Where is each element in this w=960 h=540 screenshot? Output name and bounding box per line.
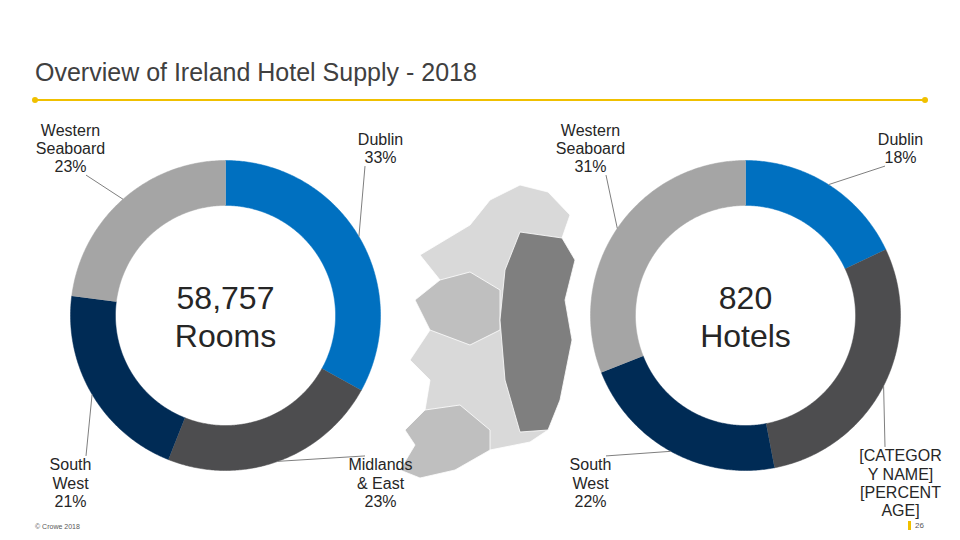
svg-text:58,757Rooms: 58,757Rooms [175, 280, 276, 354]
html-text:© Crowe 2018: © Crowe 2018 [35, 523, 80, 530]
svg-text:Dublin33%: Dublin33% [358, 131, 403, 166]
svg-text:Dublin18%: Dublin18% [878, 131, 923, 166]
svg-text:SouthWest22%: SouthWest22% [570, 456, 612, 510]
svg-text:SouthWest21%: SouthWest21% [50, 456, 92, 510]
svg-text:820Hotels: 820Hotels [700, 280, 791, 354]
svg-text:Midlands& East23%: Midlands& East23% [348, 456, 412, 510]
html-text:Overview of Ireland Hotel Supp: Overview of Ireland Hotel Supply - 2018 [35, 58, 477, 86]
svg-text:WesternSeaboard23%: WesternSeaboard23% [36, 122, 105, 176]
svg-text:[CATEGORY NAME][PERCENTAGE]: [CATEGORY NAME][PERCENTAGE] [859, 447, 941, 519]
html-text:26: 26 [915, 521, 924, 530]
svg-text:WesternSeaboard31%: WesternSeaboard31% [556, 122, 625, 176]
